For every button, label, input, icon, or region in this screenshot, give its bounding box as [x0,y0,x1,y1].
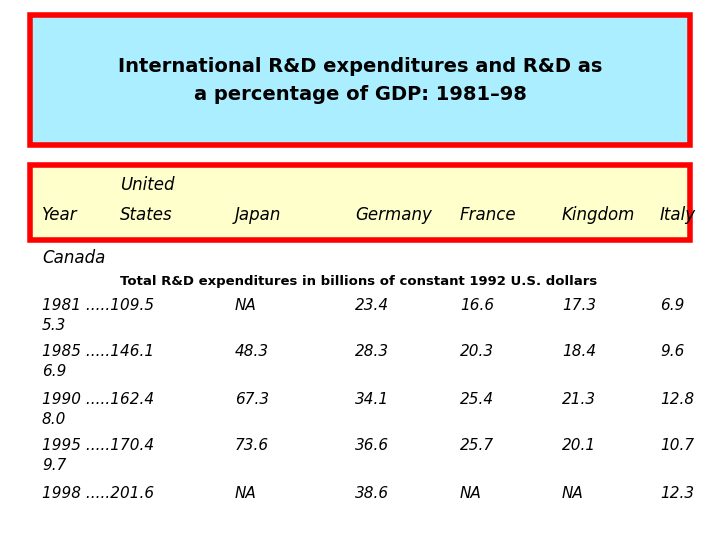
Text: 34.1: 34.1 [355,392,389,407]
Text: 25.4: 25.4 [460,392,494,407]
Text: 36.6: 36.6 [355,438,389,454]
Text: Japan: Japan [235,206,282,224]
Text: 20.1: 20.1 [562,438,596,454]
Text: 23.4: 23.4 [355,298,389,313]
Text: 25.7: 25.7 [460,438,494,454]
Text: 9.7: 9.7 [42,458,66,474]
FancyBboxPatch shape [30,15,690,145]
Text: 1995 .....170.4: 1995 .....170.4 [42,438,154,454]
Text: 9.6: 9.6 [660,345,685,360]
Text: Year: Year [42,206,78,224]
Text: 6.9: 6.9 [42,364,66,380]
Text: 1998 .....201.6: 1998 .....201.6 [42,485,154,501]
Text: International R&D expenditures and R&D as
a percentage of GDP: 1981–98: International R&D expenditures and R&D a… [118,57,602,104]
Text: 1981 .....109.5: 1981 .....109.5 [42,298,154,313]
Text: United: United [120,176,174,194]
Text: 38.6: 38.6 [355,485,389,501]
Text: 12.3: 12.3 [660,485,694,501]
Text: Kingdom: Kingdom [562,206,635,224]
Text: NA: NA [235,298,257,313]
Text: NA: NA [235,485,257,501]
Text: 73.6: 73.6 [235,438,269,454]
Text: NA: NA [562,485,584,501]
Text: NA: NA [460,485,482,501]
Text: 48.3: 48.3 [235,345,269,360]
Text: 8.0: 8.0 [42,411,66,427]
Text: Total R&D expenditures in billions of constant 1992 U.S. dollars: Total R&D expenditures in billions of co… [120,275,598,288]
Text: Germany: Germany [355,206,432,224]
Text: 1985 .....146.1: 1985 .....146.1 [42,345,154,360]
FancyBboxPatch shape [30,165,690,240]
Text: 12.8: 12.8 [660,392,694,407]
Text: 16.6: 16.6 [460,298,494,313]
Text: 10.7: 10.7 [660,438,694,454]
Text: 67.3: 67.3 [235,392,269,407]
Text: Canada: Canada [42,249,105,267]
Text: States: States [120,206,173,224]
Text: 1990 .....162.4: 1990 .....162.4 [42,392,154,407]
Text: 21.3: 21.3 [562,392,596,407]
Text: 18.4: 18.4 [562,345,596,360]
Text: 20.3: 20.3 [460,345,494,360]
Text: 28.3: 28.3 [355,345,389,360]
Text: Italy: Italy [660,206,696,224]
Text: 5.3: 5.3 [42,318,66,333]
Text: France: France [460,206,517,224]
Text: 6.9: 6.9 [660,298,685,313]
Text: 17.3: 17.3 [562,298,596,313]
